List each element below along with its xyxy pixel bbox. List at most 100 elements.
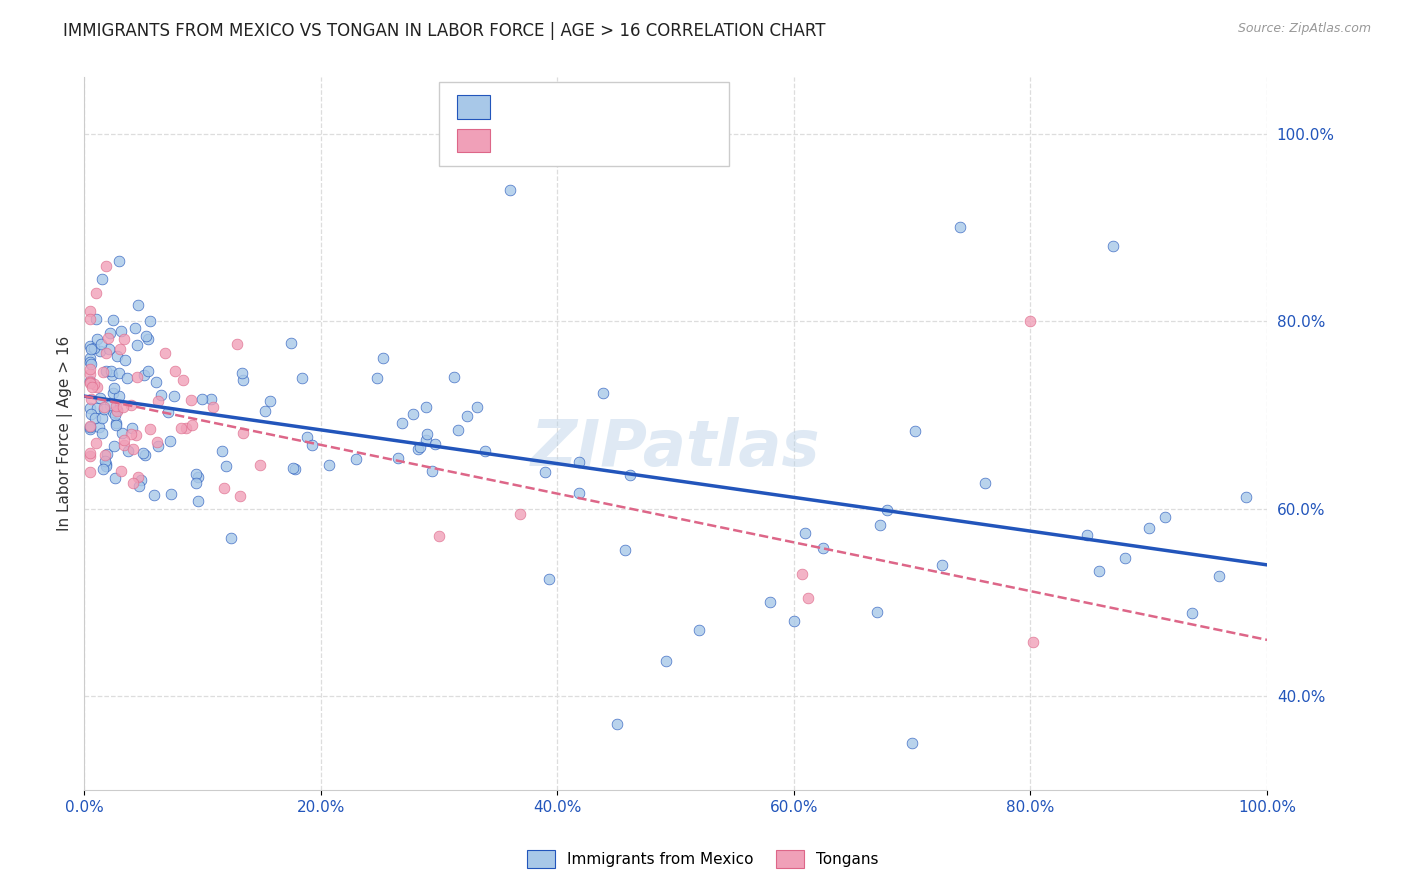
Point xyxy=(187,494,209,508)
Point xyxy=(1022,634,1045,648)
Point xyxy=(253,403,276,417)
Point xyxy=(127,298,149,312)
Point xyxy=(96,363,118,377)
Point xyxy=(156,405,179,419)
Point xyxy=(93,400,115,414)
Point xyxy=(619,467,641,482)
Point xyxy=(160,487,183,501)
Text: N = 57: N = 57 xyxy=(626,134,679,149)
Y-axis label: In Labor Force | Age > 16: In Labor Force | Age > 16 xyxy=(58,336,73,532)
Point xyxy=(111,426,134,441)
Point xyxy=(228,489,250,503)
Point xyxy=(122,442,145,456)
Point xyxy=(415,400,437,414)
Point xyxy=(98,398,121,412)
Point xyxy=(112,438,135,452)
Point xyxy=(117,443,139,458)
Point xyxy=(869,517,891,532)
Point xyxy=(129,473,152,487)
Point xyxy=(121,421,143,435)
Point xyxy=(110,464,132,478)
Point xyxy=(103,381,125,395)
Point xyxy=(420,464,443,478)
Point xyxy=(145,375,167,389)
Point xyxy=(107,404,129,418)
Point xyxy=(82,380,104,394)
Point xyxy=(86,332,108,346)
Point xyxy=(415,434,437,448)
Point xyxy=(138,363,160,377)
Point xyxy=(408,442,430,456)
Point xyxy=(474,443,496,458)
Point xyxy=(180,392,202,407)
Point xyxy=(84,436,107,450)
Point xyxy=(127,470,149,484)
Point xyxy=(172,373,194,387)
Point xyxy=(1236,490,1258,504)
Point xyxy=(94,458,117,473)
Text: Source: ZipAtlas.com: Source: ZipAtlas.com xyxy=(1237,22,1371,36)
Point xyxy=(150,388,173,402)
Point xyxy=(605,717,627,731)
Point xyxy=(79,355,101,369)
Point xyxy=(153,345,176,359)
Point xyxy=(201,401,224,415)
Point xyxy=(79,375,101,389)
Point xyxy=(447,423,470,437)
Point xyxy=(132,446,155,460)
Point xyxy=(231,366,253,380)
Point xyxy=(291,371,314,385)
Point xyxy=(792,567,814,582)
Point xyxy=(84,311,107,326)
Point xyxy=(170,421,193,435)
Point xyxy=(499,183,522,197)
Point xyxy=(87,420,110,434)
Point xyxy=(1102,239,1125,253)
Point xyxy=(613,543,636,558)
Point xyxy=(931,558,953,572)
Point xyxy=(211,444,233,458)
Point xyxy=(259,394,281,409)
Point xyxy=(79,465,101,479)
Point xyxy=(221,531,243,545)
Legend: Immigrants from Mexico, Tongans: Immigrants from Mexico, Tongans xyxy=(520,843,886,875)
Point xyxy=(402,407,425,421)
Point xyxy=(534,465,557,479)
Point xyxy=(159,434,181,448)
Point xyxy=(108,342,131,356)
Point xyxy=(162,389,184,403)
Point xyxy=(146,434,169,449)
Point xyxy=(371,351,394,365)
Point xyxy=(280,335,302,350)
Point xyxy=(125,338,148,352)
Point xyxy=(509,507,531,521)
Point xyxy=(79,422,101,436)
Point xyxy=(176,421,198,435)
Point xyxy=(1208,569,1230,583)
Point xyxy=(80,407,103,421)
Point xyxy=(80,343,103,357)
Text: ZIPatlas: ZIPatlas xyxy=(531,417,821,479)
Point xyxy=(135,329,157,343)
Point xyxy=(537,573,560,587)
Point xyxy=(79,376,101,390)
Point xyxy=(105,403,128,417)
Point xyxy=(688,624,710,638)
Text: N = 135: N = 135 xyxy=(626,89,689,104)
Point xyxy=(96,458,118,472)
Point xyxy=(108,366,131,380)
Point xyxy=(86,379,108,393)
Point xyxy=(139,314,162,328)
Point xyxy=(103,408,125,422)
Point xyxy=(79,374,101,388)
Point xyxy=(124,320,146,334)
Text: R = -0.342: R = -0.342 xyxy=(505,89,586,104)
Point xyxy=(91,462,114,476)
Point xyxy=(79,304,101,318)
FancyBboxPatch shape xyxy=(457,95,489,119)
Point xyxy=(79,420,101,434)
Point xyxy=(876,502,898,516)
Point xyxy=(225,337,247,351)
Point xyxy=(90,426,112,441)
Point xyxy=(97,331,120,345)
